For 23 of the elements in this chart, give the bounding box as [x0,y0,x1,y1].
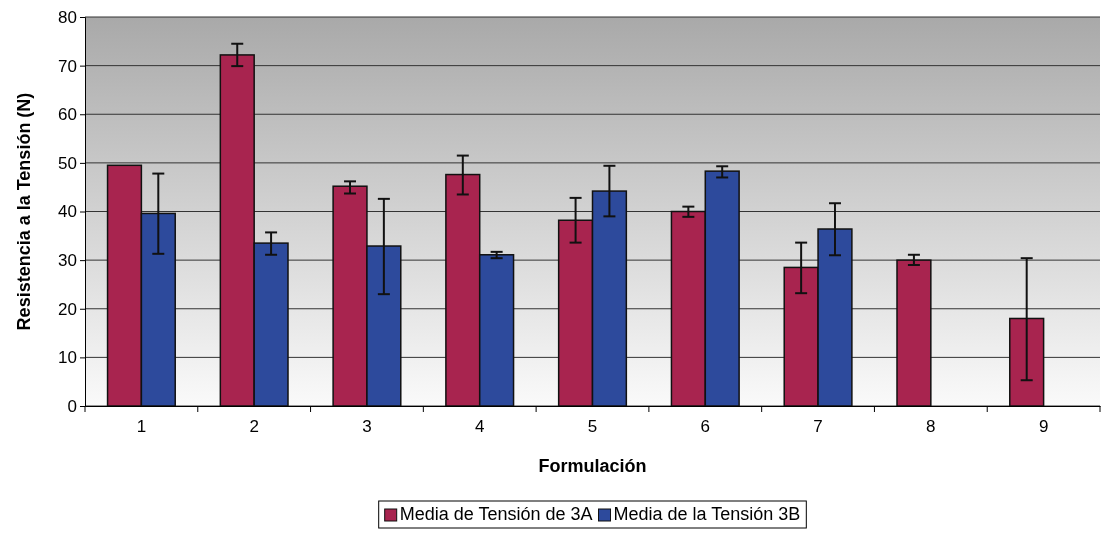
legend-label: Media de la Tensión 3B [613,504,801,524]
legend-label: Media de Tensión de 3A [399,504,593,524]
y-tick-label: 10 [58,348,77,368]
y-tick-label: 50 [58,153,77,173]
x-tick-label: 4 [474,417,485,437]
x-tick-label: 6 [700,417,711,437]
y-tick-label: 20 [58,299,77,319]
y-tick-label: 80 [58,7,77,27]
x-tick-label: 7 [813,417,823,437]
x-tick-label: 3 [362,417,372,437]
y-tick-label: 0 [67,396,77,416]
bar [896,259,932,407]
y-tick-label: 40 [58,202,77,222]
x-axis-title: Formulación [538,456,647,476]
y-axis-title: Resistencia a la Tensión (N) [14,92,34,331]
y-tick-label: 30 [58,251,77,271]
x-tick-label: 9 [1038,417,1049,437]
x-tick-label: 2 [249,417,259,437]
x-tick-label: 8 [926,417,936,437]
y-tick-label: 70 [58,56,77,76]
y-tick-label: 60 [58,105,77,125]
x-tick-label: 1 [136,417,147,437]
x-tick-label: 5 [587,417,598,437]
